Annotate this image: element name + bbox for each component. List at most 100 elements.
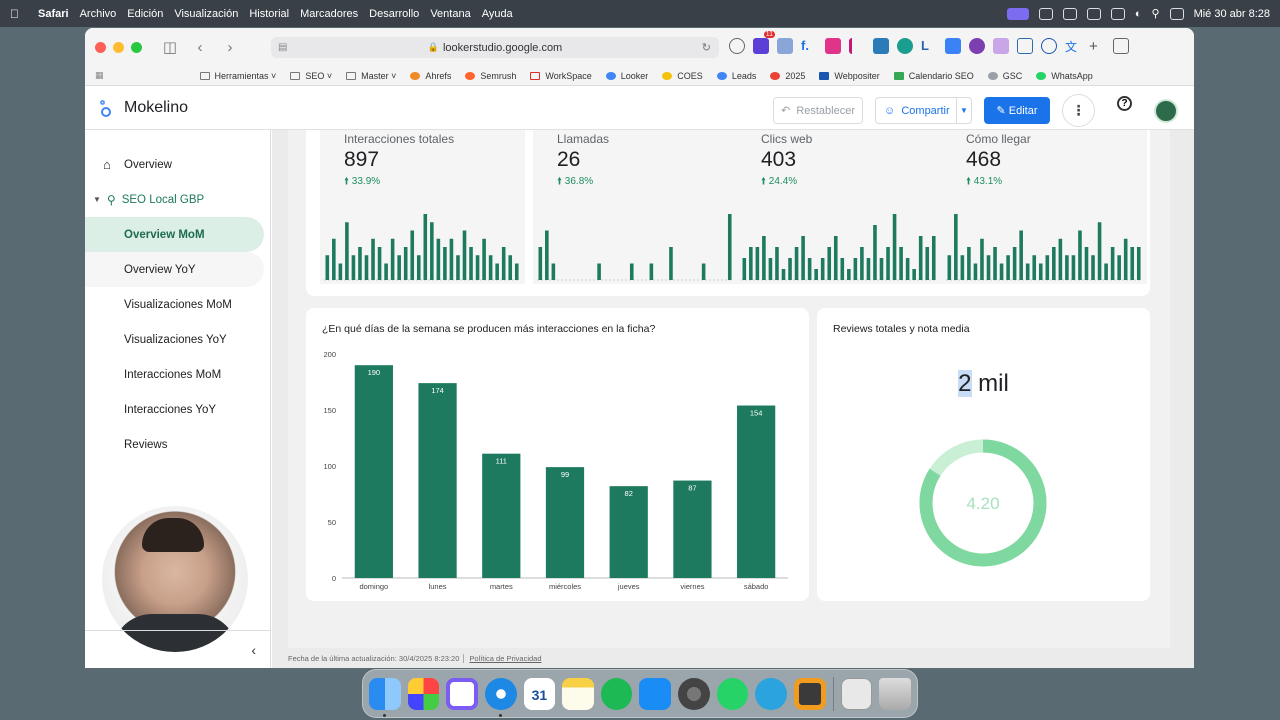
menu-archivo[interactable]: Archivo (79, 7, 117, 20)
nav-reviews[interactable]: Reviews (124, 438, 168, 451)
extension-purple-icon[interactable]: 11 (753, 31, 775, 54)
close-window-button[interactable] (95, 41, 106, 53)
bookmark-workspace[interactable]: WorkSpace (530, 71, 592, 81)
bookmark-coes[interactable]: COES (662, 71, 703, 81)
url-text[interactable]: lookerstudio.google.com (442, 41, 563, 54)
extension-pink-icon[interactable] (825, 38, 841, 54)
app-store-icon[interactable] (639, 677, 672, 710)
bar-viernes[interactable] (673, 480, 712, 578)
extension-screen-icon[interactable] (1017, 38, 1033, 54)
nav-overview-yoy[interactable]: Overview YoY (85, 252, 264, 287)
back-icon[interactable]: ‹ (197, 38, 203, 56)
menubar-clock[interactable]: Mié 30 abr 8:28 (1193, 7, 1270, 20)
page-settings-icon[interactable]: ▤ (278, 42, 288, 53)
bar-jueves[interactable] (609, 486, 648, 578)
kpi-llamadas[interactable]: Llamadas 26 🠙 36.8% (533, 130, 738, 284)
nav-interacciones-yoy[interactable]: Interacciones YoY (124, 403, 217, 416)
sublime-text-icon[interactable] (793, 677, 826, 710)
nav-section-seo-local-gbp[interactable]: ▼ ⚲ SEO Local GBP (93, 192, 205, 207)
extension-angle-icon[interactable] (849, 38, 865, 54)
translate-icon[interactable]: 文 (1065, 40, 1078, 54)
privacy-link[interactable]: Política de Privacidad (463, 654, 542, 663)
bar-martes[interactable] (482, 453, 521, 578)
bookmark-ahrefs[interactable]: Ahrefs (410, 71, 451, 81)
extension-f-icon[interactable]: f. (801, 38, 809, 53)
sidebar-toggle-icon[interactable]: ◫ (162, 39, 178, 56)
apple-icon[interactable]:  (10, 7, 38, 21)
app-status-icon[interactable] (1062, 7, 1077, 20)
weekday-chart-card[interactable]: ¿En qué días de la semana se producen má… (306, 308, 809, 601)
bookmark-gsc[interactable]: GSC (987, 71, 1022, 81)
nav-visualizaciones-yoy[interactable]: Visualizaciones YoY (124, 333, 227, 346)
menu-historial[interactable]: Historial (249, 7, 290, 20)
bookmark-looker[interactable]: Looker (605, 71, 648, 81)
extension-image-icon[interactable] (945, 38, 961, 54)
bookmark-leads[interactable]: Leads (716, 71, 756, 81)
more-options-icon[interactable]: ⋮ (1062, 94, 1095, 127)
gear-status-icon[interactable] (1038, 7, 1053, 20)
bar-lunes[interactable] (418, 383, 457, 578)
bookmark-calendario-seo[interactable]: Calendario SEO (893, 71, 974, 81)
whatsapp-dock-icon[interactable] (716, 677, 749, 710)
launchpad-icon[interactable] (407, 677, 440, 710)
sync-status-icon[interactable] (1086, 7, 1101, 20)
minimize-window-button[interactable] (113, 41, 124, 53)
bookmark-herramientas[interactable]: Herramientas ˅ (199, 71, 276, 81)
preview-icon[interactable] (840, 677, 873, 710)
system-settings-icon[interactable] (678, 677, 710, 710)
menu-visualizacion[interactable]: Visualización (174, 7, 239, 20)
bar-domingo[interactable] (354, 365, 393, 578)
address-bar[interactable]: ▤ 🔒 lookerstudio.google.com ↻ (271, 37, 719, 58)
clickup-icon[interactable] (446, 677, 478, 710)
nav-overview-mom[interactable]: Overview MoM (85, 217, 264, 252)
calendar-icon[interactable]: 31 (523, 677, 556, 710)
control-center-icon[interactable] (1169, 7, 1184, 20)
bar-sábado[interactable] (737, 405, 776, 578)
forward-icon[interactable]: › (227, 38, 233, 56)
extension-css-icon[interactable] (969, 38, 985, 54)
kpi-como-llegar[interactable]: Cómo llegar 468 🠙 43.1% (942, 130, 1147, 284)
bookmark-webpositer[interactable]: Webpositer (819, 71, 880, 81)
menu-ayuda[interactable]: Ayuda (481, 7, 513, 20)
kpi-interacciones-totales[interactable]: Interacciones totales 897 🠙 33.9% (320, 130, 525, 284)
menu-app[interactable]: Safari (38, 7, 69, 20)
downloads-icon[interactable] (729, 38, 745, 54)
tab-overview-icon[interactable] (1113, 38, 1129, 54)
avatar[interactable] (1154, 98, 1178, 123)
kpi-clics-web[interactable]: Clics web 403 🠙 24.4% (737, 130, 942, 284)
bookmark-whatsapp[interactable]: WhatsApp (1036, 71, 1093, 81)
share-button[interactable]: ☺ Compartir ▼ (875, 97, 972, 124)
collapse-caret-icon[interactable]: ▼ (93, 195, 101, 204)
reset-button[interactable]: ↶ Restablecer (773, 97, 863, 124)
wifi-icon[interactable]: ◐ (1134, 7, 1142, 20)
nav-visualizaciones-mom[interactable]: Visualizaciones MoM (124, 298, 232, 311)
extension-dots-icon[interactable] (993, 38, 1009, 54)
battery-icon[interactable] (1110, 7, 1125, 20)
menu-edicion[interactable]: Edición (127, 7, 164, 20)
reload-icon[interactable]: ↻ (701, 42, 711, 54)
notes-icon[interactable] (562, 677, 594, 710)
help-icon[interactable]: ? (1117, 96, 1132, 111)
screen-record-icon[interactable] (1006, 7, 1029, 20)
spotlight-icon[interactable]: ⚲ (1151, 8, 1160, 20)
share-dropdown-icon[interactable]: ▼ (956, 98, 971, 123)
bookmark-seo[interactable]: SEO ˅ (290, 71, 332, 81)
trash-icon[interactable] (879, 677, 911, 710)
extension-stripes-icon[interactable] (777, 38, 793, 54)
looker-studio-logo-icon[interactable] (99, 99, 113, 117)
reviews-card[interactable]: Reviews totales y nota media 2 mil 4.20 (817, 308, 1150, 601)
donut-rating-slice[interactable] (919, 439, 1047, 567)
spotify-icon[interactable] (600, 677, 633, 710)
new-tab-icon[interactable]: + (1089, 38, 1098, 55)
nav-interacciones-mom[interactable]: Interacciones MoM (124, 368, 222, 381)
report-title[interactable]: Mokelino (124, 98, 189, 116)
menu-ventana[interactable]: Ventana (430, 7, 471, 20)
collapse-sidebar-icon[interactable]: ‹ (85, 630, 270, 668)
bookmark-2025[interactable]: 2025 (770, 71, 805, 81)
extension-l-icon[interactable]: L (921, 38, 929, 53)
zoom-window-button[interactable] (131, 41, 142, 53)
grid-icon[interactable]: ▦ (95, 70, 104, 80)
extension-a-icon[interactable] (1041, 38, 1057, 54)
bookmark-master[interactable]: Master ˅ (346, 71, 396, 81)
edit-button[interactable]: ✎ Editar (984, 97, 1050, 124)
